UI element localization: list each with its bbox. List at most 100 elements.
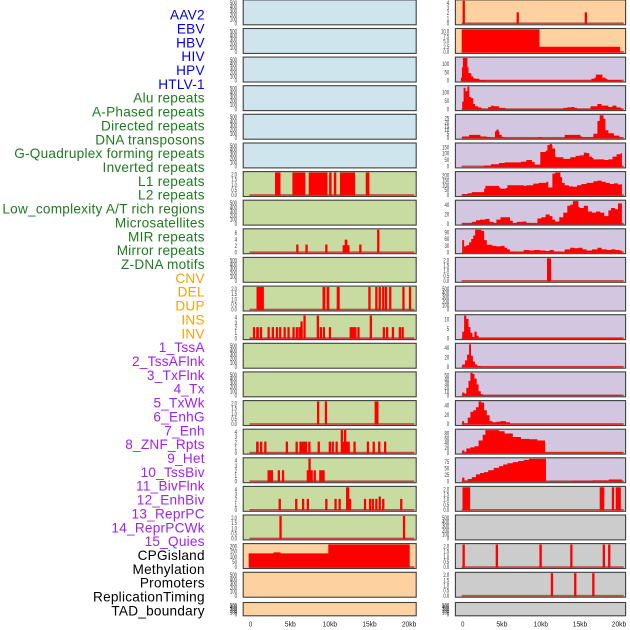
svg-text:8_ZNF_Rpts: 8_ZNF_Rpts — [125, 437, 205, 452]
svg-text:6: 6 — [235, 230, 238, 237]
svg-text:20: 20 — [445, 120, 450, 127]
svg-text:500: 500 — [230, 57, 237, 64]
svg-text:40: 40 — [445, 402, 450, 409]
svg-text:MIR repeats: MIR repeats — [128, 229, 205, 244]
svg-text:2: 2 — [235, 325, 238, 332]
svg-text:400: 400 — [442, 519, 449, 526]
svg-text:10: 10 — [445, 317, 450, 324]
svg-text:0: 0 — [235, 106, 238, 113]
svg-text:0: 0 — [447, 221, 450, 228]
svg-text:1: 1 — [235, 502, 238, 509]
svg-text:0: 0 — [235, 78, 238, 85]
svg-text:10: 10 — [445, 127, 450, 134]
svg-text:40: 40 — [445, 440, 450, 447]
svg-text:0: 0 — [447, 421, 450, 428]
svg-text:0: 0 — [447, 135, 450, 142]
svg-text:100: 100 — [230, 74, 237, 81]
svg-text:0: 0 — [235, 450, 238, 457]
svg-text:20: 20 — [445, 412, 450, 419]
svg-text:50: 50 — [445, 98, 450, 105]
svg-text:AAV2: AAV2 — [170, 8, 205, 23]
svg-text:15kb: 15kb — [573, 620, 588, 629]
svg-text:500: 500 — [230, 372, 237, 379]
svg-text:100: 100 — [230, 360, 237, 367]
svg-text:20: 20 — [445, 445, 450, 452]
svg-text:80: 80 — [445, 431, 450, 438]
svg-text:14_ReprPCWk: 14_ReprPCWk — [111, 520, 204, 535]
svg-text:15kb: 15kb — [362, 620, 377, 629]
svg-text:50: 50 — [445, 187, 450, 194]
svg-text:Directed repeats: Directed repeats — [101, 119, 205, 134]
svg-text:4: 4 — [235, 315, 238, 322]
svg-text:200: 200 — [230, 608, 237, 615]
svg-text:100: 100 — [442, 532, 449, 539]
svg-text:0: 0 — [447, 164, 450, 171]
svg-text:25: 25 — [445, 472, 450, 479]
svg-text:0: 0 — [235, 335, 238, 342]
svg-text:100: 100 — [442, 61, 449, 68]
svg-text:500: 500 — [230, 0, 237, 7]
svg-text:7.5: 7.5 — [443, 34, 449, 41]
svg-text:3: 3 — [235, 320, 238, 327]
svg-text:100: 100 — [442, 303, 449, 310]
svg-text:1.5: 1.5 — [231, 177, 237, 184]
svg-text:100: 100 — [230, 131, 237, 138]
svg-text:15: 15 — [445, 123, 450, 130]
svg-text:300: 300 — [230, 123, 237, 130]
svg-text:50: 50 — [445, 373, 450, 380]
svg-text:0: 0 — [447, 192, 450, 199]
svg-text:150: 150 — [442, 177, 449, 184]
svg-text:500: 500 — [230, 572, 237, 579]
svg-text:4: 4 — [235, 237, 238, 244]
svg-text:3: 3 — [235, 463, 238, 470]
svg-text:50: 50 — [445, 466, 450, 473]
svg-text:400: 400 — [230, 4, 237, 11]
svg-text:A-Phased repeats: A-Phased repeats — [92, 105, 205, 120]
svg-text:0.5: 0.5 — [231, 416, 237, 423]
svg-text:1.0: 1.0 — [443, 268, 449, 275]
svg-text:0.0: 0.0 — [231, 307, 237, 314]
svg-text:100: 100 — [230, 16, 237, 23]
svg-text:1_TssA: 1_TssA — [159, 340, 206, 355]
svg-text:0.5: 0.5 — [231, 187, 237, 194]
svg-text:200: 200 — [442, 172, 449, 179]
svg-text:0: 0 — [235, 564, 238, 571]
svg-text:5: 5 — [447, 326, 450, 333]
svg-text:Low_complexity A/T rich region: Low_complexity A/T rich regions — [2, 202, 204, 217]
svg-text:0: 0 — [235, 221, 238, 228]
svg-text:2.0: 2.0 — [443, 544, 449, 551]
svg-text:15_Quies: 15_Quies — [145, 534, 205, 549]
svg-text:1.5: 1.5 — [231, 520, 237, 527]
svg-text:1.5: 1.5 — [231, 406, 237, 413]
svg-text:0: 0 — [447, 78, 450, 85]
svg-text:2.0: 2.0 — [231, 515, 237, 522]
svg-text:400: 400 — [230, 61, 237, 68]
svg-text:0: 0 — [447, 612, 450, 619]
svg-text:2: 2 — [235, 439, 238, 446]
svg-text:400: 400 — [442, 604, 449, 611]
svg-text:3_TxFlnk: 3_TxFlnk — [147, 368, 205, 383]
svg-text:150: 150 — [230, 549, 237, 556]
svg-text:0.5: 0.5 — [231, 531, 237, 538]
svg-text:100: 100 — [230, 159, 237, 166]
svg-text:0.0: 0.0 — [443, 507, 449, 514]
svg-text:0.5: 0.5 — [231, 302, 237, 309]
svg-text:20kb: 20kb — [612, 620, 627, 629]
svg-text:400: 400 — [230, 147, 237, 154]
svg-text:3: 3 — [235, 434, 238, 441]
svg-text:10.0: 10.0 — [441, 28, 449, 35]
svg-text:300: 300 — [230, 37, 237, 44]
svg-text:40: 40 — [445, 377, 450, 384]
svg-text:HTLV-1: HTLV-1 — [158, 77, 205, 92]
svg-text:7_Enh: 7_Enh — [164, 423, 205, 438]
svg-text:500: 500 — [230, 28, 237, 35]
svg-text:0.0: 0.0 — [443, 49, 449, 56]
svg-text:Inverted repeats: Inverted repeats — [103, 160, 205, 175]
svg-text:0.0: 0.0 — [231, 421, 237, 428]
svg-text:0: 0 — [235, 164, 238, 171]
svg-text:100: 100 — [230, 610, 237, 617]
svg-text:0: 0 — [235, 612, 238, 619]
svg-text:40: 40 — [445, 345, 450, 352]
svg-text:ReplicationTiming: ReplicationTiming — [93, 590, 205, 605]
svg-text:20: 20 — [445, 211, 450, 218]
